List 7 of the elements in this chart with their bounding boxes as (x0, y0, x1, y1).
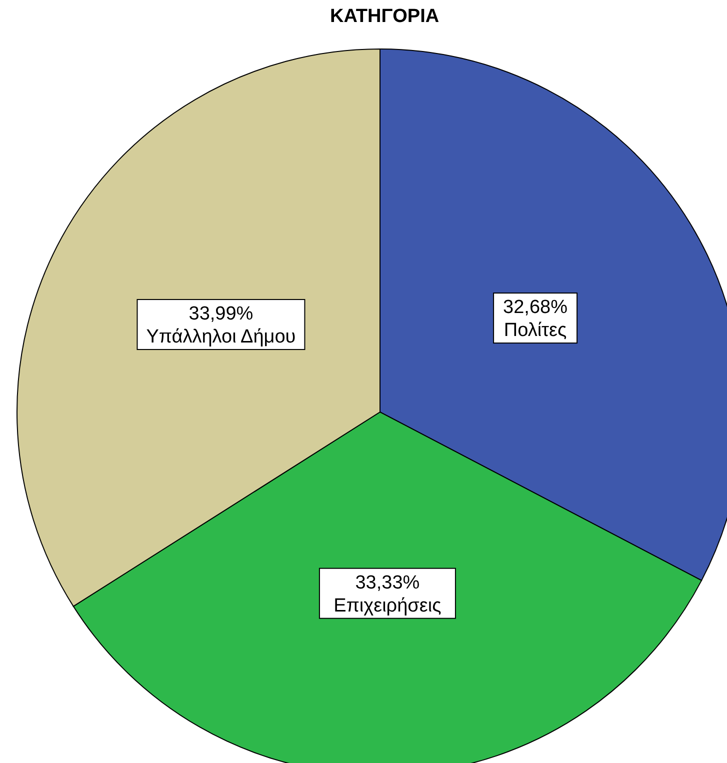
data-label: 33,33% (355, 572, 420, 594)
slice-label: Πολίτες (504, 320, 567, 342)
slice-label: Επιχειρήσεις (334, 595, 442, 616)
slice-label: Υπάλληλοι Δήμου (146, 326, 296, 348)
chart-title: ΚΑΤΗΓΟΡΙΑ (329, 6, 440, 28)
data-label: 33,99% (188, 304, 254, 325)
data-label: 32,68% (503, 297, 568, 318)
